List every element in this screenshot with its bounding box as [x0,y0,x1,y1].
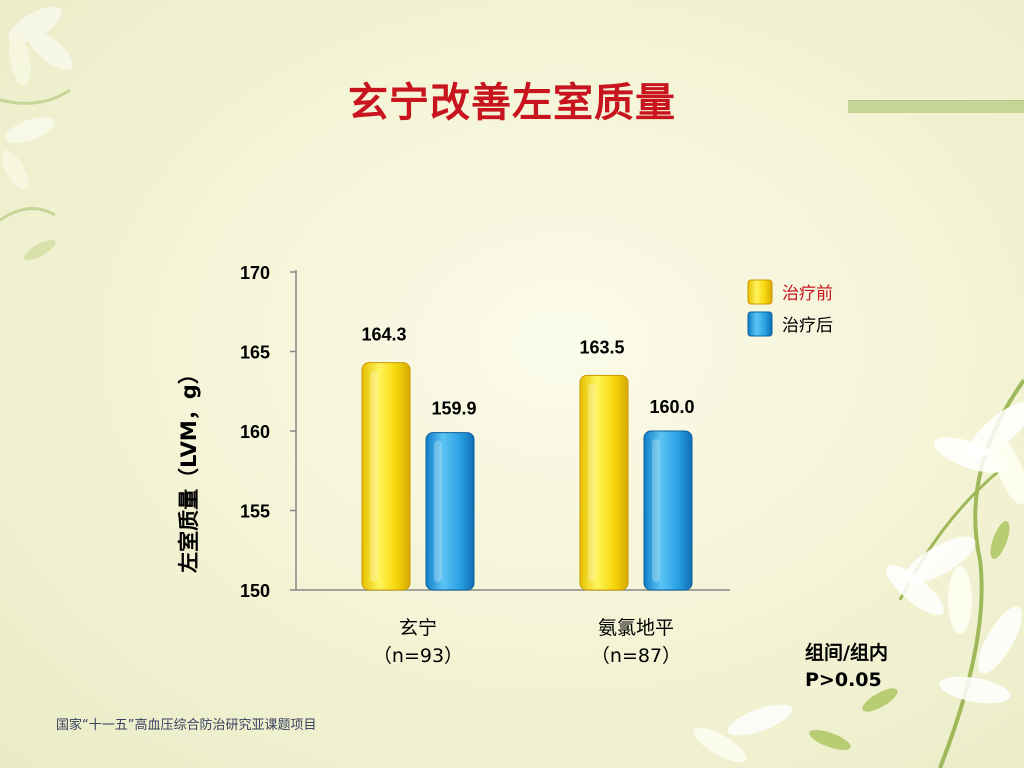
legend-swatch-after [747,311,773,337]
bar-highlight [434,440,442,582]
x-category-sample-size: （n=93） [373,645,463,667]
p-note-line-1: 组间/组内 [805,642,888,664]
chart-axes: 150 155 160 165 170 左室质量（LVM，g） 玄宁 （n=93） 氨氯地平 （n… [177,263,730,667]
p-note-line-2: P>0.05 [805,669,882,691]
legend-label: 治疗后 [782,316,833,336]
bar-highlight [588,383,596,582]
x-category-sample-size: （n=87） [591,645,681,667]
y-tick-label: 160 [240,422,270,442]
footer-text: 国家“十一五”高血压综合防治研究亚课题项目 [56,718,317,733]
y-axis-label: 左室质量（LVM，g） [177,363,201,573]
legend-label: 治疗前 [782,284,833,304]
bar-after [425,432,475,591]
y-tick-label: 165 [240,343,270,363]
x-category-label: 玄宁 [399,617,437,639]
chart-bars: 164.3 159.9 163.5 160.0 [361,325,695,591]
y-tick-label: 150 [240,581,270,601]
bar-before [361,362,411,591]
bar-value-label: 164.3 [361,325,406,345]
x-category-label: 氨氯地平 [598,617,674,639]
y-tick-label: 170 [240,263,270,283]
page-title: 玄宁改善左室质量 [348,80,676,126]
legend-swatch-before [747,279,773,305]
bar-value-label: 159.9 [431,399,476,419]
bar-before [579,374,629,591]
title-rule [848,100,1024,113]
bar-highlight [652,439,660,582]
bar-highlight [370,370,378,582]
bar-after [643,430,693,591]
bar-value-label: 160.0 [649,397,694,417]
bar-value-label: 163.5 [579,337,624,357]
y-tick-label: 155 [240,502,270,522]
p-value-note: 组间/组内 P>0.05 [805,640,888,694]
